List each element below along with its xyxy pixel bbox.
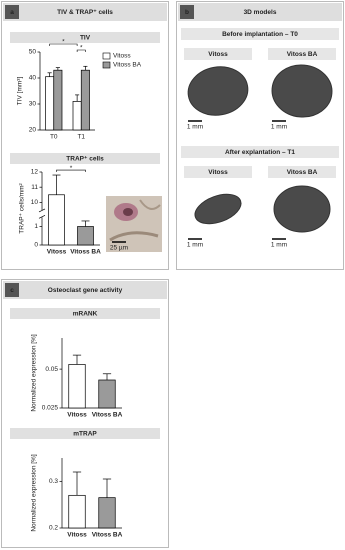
- y-tick-label: 1: [34, 223, 38, 230]
- y-axis-label: Normalized expression [%]: [31, 334, 38, 412]
- bar: [98, 379, 116, 409]
- panel-label-box: [180, 5, 194, 19]
- panel-label: c: [10, 287, 14, 294]
- bar: [68, 494, 86, 529]
- y-tick-label: 0.025: [42, 405, 59, 412]
- significance-bracket: [76, 49, 86, 52]
- legend-label: Vitoss: [113, 53, 131, 60]
- significance-label: *: [70, 165, 73, 172]
- significance-label: *: [62, 39, 65, 46]
- legend-label: Vitoss BA: [113, 62, 142, 69]
- y-tick-label: 50: [29, 49, 37, 56]
- y-tick-label: 10: [31, 199, 39, 206]
- inset-scale-label: 25 µm: [110, 245, 128, 252]
- model-render: [273, 185, 331, 233]
- bar: [48, 194, 65, 246]
- y-tick-label: 0.2: [49, 525, 58, 532]
- scale-bar-label: 1 mm: [187, 242, 203, 249]
- x-tick-label: T1: [77, 134, 85, 141]
- bar: [45, 76, 55, 131]
- y-tick-label: 20: [29, 127, 37, 134]
- y-tick-label: 0.3: [49, 478, 58, 485]
- section-header: [181, 146, 339, 158]
- significance-bracket: [49, 43, 78, 46]
- y-axis-label: TIV [mm³]: [17, 77, 24, 106]
- model-label: Vitoss: [208, 169, 228, 176]
- panel-title: Osteoclast gene activity: [48, 287, 123, 294]
- chart-header: [10, 428, 160, 439]
- axis-break: [38, 214, 46, 219]
- axis-break: [38, 208, 46, 213]
- y-axis-label: TRAP⁺ cells/mm²: [19, 182, 26, 233]
- bar: [77, 226, 94, 246]
- model-label: Vitoss BA: [287, 51, 318, 58]
- chart-title: TRAP⁺ cells: [66, 156, 104, 163]
- panel-title: 3D models: [244, 9, 277, 16]
- x-tick-label: Vitoss BA: [92, 412, 123, 419]
- y-axis-label: Normalized expression [%]: [31, 454, 38, 532]
- model-label-bg: [268, 48, 336, 60]
- model-render: [194, 193, 242, 225]
- significance-bracket: [56, 169, 86, 173]
- panel-label-box: [5, 5, 19, 19]
- bar: [68, 364, 86, 409]
- panel-title: TIV & TRAP⁺ cells: [57, 9, 113, 16]
- panel-label: a: [10, 9, 14, 16]
- legend-swatch: [102, 52, 111, 60]
- model-label-bg: [184, 48, 252, 60]
- y-tick-label: 11: [31, 184, 38, 191]
- scale-bar-label: 1 mm: [271, 242, 287, 249]
- y-tick-label: 0.05: [45, 366, 58, 373]
- chart-header: [10, 153, 160, 164]
- x-tick-label: Vitoss: [47, 249, 67, 256]
- x-tick-label: Vitoss BA: [70, 249, 101, 256]
- y-tick-label: 30: [29, 101, 37, 108]
- model-label-bg: [184, 166, 252, 178]
- bar: [98, 497, 116, 529]
- model-render: [271, 64, 333, 118]
- chart-title: TIV: [80, 35, 91, 42]
- bar: [53, 69, 63, 131]
- chart-title: mRANK: [73, 311, 98, 318]
- section-header: [181, 28, 339, 40]
- panel-frame: [1, 279, 169, 548]
- panel-header: [178, 3, 342, 21]
- x-tick-label: Vitoss BA: [92, 532, 123, 539]
- panel-frame: [1, 1, 169, 270]
- bar: [72, 101, 82, 131]
- section-title: Before implantation – T0: [222, 31, 298, 38]
- y-tick-label: 12: [31, 169, 39, 176]
- x-tick-label: Vitoss: [67, 412, 87, 419]
- y-tick-label: 40: [29, 75, 37, 82]
- x-tick-label: Vitoss: [67, 532, 87, 539]
- bar: [80, 69, 90, 131]
- scale-bar-label: 1 mm: [271, 124, 287, 131]
- chart-header: [10, 308, 160, 319]
- significance-label: *: [80, 45, 83, 52]
- model-label: Vitoss BA: [287, 169, 318, 176]
- legend-swatch: [102, 61, 111, 69]
- model-label: Vitoss: [208, 51, 228, 58]
- panel-header: [3, 281, 167, 299]
- panel-header: [3, 3, 167, 21]
- inset-image: [106, 196, 162, 252]
- chart-header: [10, 32, 160, 43]
- scale-bar-label: 1 mm: [187, 124, 203, 131]
- panel-label-box: [5, 283, 19, 297]
- y-tick-label: 0: [34, 242, 38, 249]
- chart-title: mTRAP: [73, 431, 97, 438]
- panel-frame: [176, 1, 344, 270]
- model-label-bg: [268, 166, 336, 178]
- model-render: [187, 66, 249, 116]
- section-title: After explantation – T1: [225, 149, 295, 156]
- x-tick-label: T0: [50, 134, 58, 141]
- panel-label: b: [185, 9, 189, 16]
